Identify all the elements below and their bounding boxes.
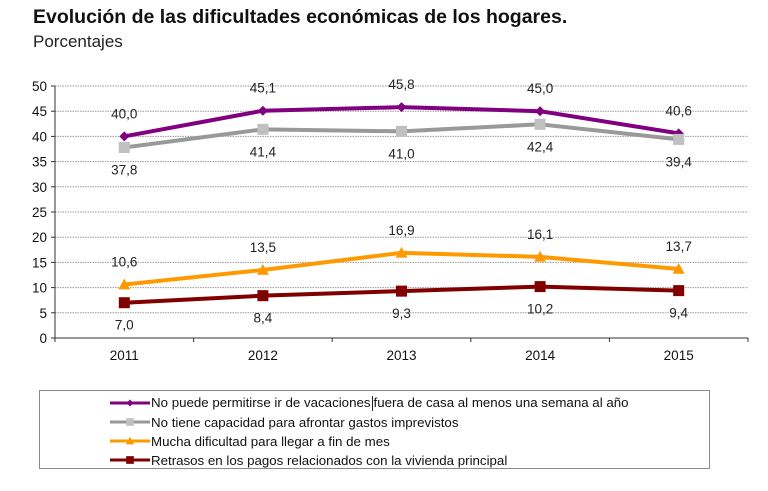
legend-item-vacaciones: No puede permitirse ir de vacaciones fuer… [110,393,629,413]
data-point-vacaciones [535,106,546,117]
legend-swatch-marker [125,436,135,445]
y-axis-ticks: 0 5 10 15 20 25 30 35 40 45 50 [32,79,55,346]
data-label-vacaciones: 40,0 [111,106,137,121]
y-tick-label: 5 [39,306,47,321]
data-label-fin-de-mes: 16,9 [388,223,414,238]
series-group [118,102,685,309]
legend-swatch-vacaciones [110,399,150,407]
legend-label: Mucha dificultad para llegar a fin de me… [151,433,390,449]
data-label-vacaciones: 40,6 [666,103,692,118]
data-point-vacaciones [257,105,268,116]
data-label-retrasos: 10,2 [527,302,553,317]
legend-swatch-marker [126,456,134,464]
data-label-imprevistos: 41,0 [388,146,414,161]
x-tick-label: 2014 [525,348,556,363]
gridlines [55,85,748,314]
data-label-retrasos: 9,4 [669,306,688,321]
data-label-imprevistos: 42,4 [527,139,554,154]
data-point-retrasos [396,285,407,297]
data-label-retrasos: 8,4 [254,311,273,326]
data-point-imprevistos [673,133,685,145]
data-point-vacaciones [396,102,407,113]
y-tick-label: 0 [39,331,47,346]
y-tick-label: 35 [32,155,47,170]
x-tick-label: 2013 [386,348,416,363]
data-point-fin-de-mes [256,263,269,275]
y-tick-label: 40 [32,129,47,144]
text-caret [371,395,373,411]
y-tick-label: 15 [32,255,47,270]
data-label-fin-de-mes: 13,5 [250,240,276,255]
legend-swatch-retrasos [110,456,150,464]
data-point-imprevistos [118,141,130,153]
legend-item-retrasos: Retrasos en los pagos relacionados con l… [110,450,507,470]
chart-title: Evolución de las dificultades económicas… [33,6,568,28]
legend-label: No puede permitirse ir de vacaciones fuer… [151,395,629,411]
x-tick-label: 2015 [664,348,694,363]
data-label-imprevistos: 37,8 [111,162,137,177]
data-label-retrasos: 9,3 [392,306,411,321]
data-point-fin-de-mes [395,246,408,258]
data-point-imprevistos [257,123,269,135]
x-axis-ticks: 2011 2012 2013 2014 2015 [54,338,749,363]
data-point-retrasos [118,297,130,309]
x-tick-label: 2012 [248,348,278,363]
data-label-fin-de-mes: 10,6 [111,255,137,270]
legend: No puede permitirse ir de vacaciones fuer… [39,390,710,469]
legend-label-part-2: fuera de casa al menos una semana al año [373,395,629,410]
data-label-vacaciones: 45,1 [250,81,276,96]
data-label-fin-de-mes: 13,7 [666,239,692,254]
data-point-fin-de-mes [118,278,131,290]
legend-swatch-imprevistos [110,418,150,426]
data-point-imprevistos [534,118,546,130]
y-tick-label: 10 [32,281,47,296]
data-labels: 40,0 45,1 45,8 45,0 40,6 37,8 41,4 41,0 42,4 39,4… [111,77,692,333]
chart-subtitle: Porcentajes [33,32,123,51]
data-point-retrasos [534,281,546,293]
legend-swatch-fin-de-mes [110,436,150,445]
legend-label-part-1: No puede permitirse ir de vacaciones [151,395,371,410]
y-tick-label: 50 [32,79,47,94]
data-label-retrasos: 7,0 [115,318,134,333]
data-point-fin-de-mes [534,250,547,262]
legend-swatch-marker [126,399,134,407]
legend-label: No tiene capacidad para afrontar gastos … [151,414,459,430]
y-tick-label: 45 [32,104,47,119]
legend-item-imprevistos: No tiene capacidad para afrontar gastos … [110,412,458,432]
data-point-retrasos [673,285,685,297]
legend-label: Retrasos en los pagos relacionados con l… [151,452,508,468]
data-label-vacaciones: 45,8 [388,77,414,92]
y-tick-label: 25 [32,205,47,220]
data-label-imprevistos: 41,4 [250,144,277,159]
x-tick-label: 2011 [110,348,139,363]
y-tick-label: 20 [32,230,47,245]
data-point-imprevistos [396,125,407,137]
legend-swatch-marker [126,418,134,426]
data-point-fin-de-mes [672,262,685,274]
data-label-imprevistos: 39,4 [666,154,693,169]
y-tick-label: 30 [32,180,47,195]
data-label-fin-de-mes: 16,1 [527,227,553,242]
data-label-vacaciones: 45,0 [527,81,553,96]
legend-item-fin-de-mes: Mucha dificultad para llegar a fin de me… [110,431,390,451]
data-point-retrasos [257,290,269,302]
data-point-vacaciones [119,131,130,142]
